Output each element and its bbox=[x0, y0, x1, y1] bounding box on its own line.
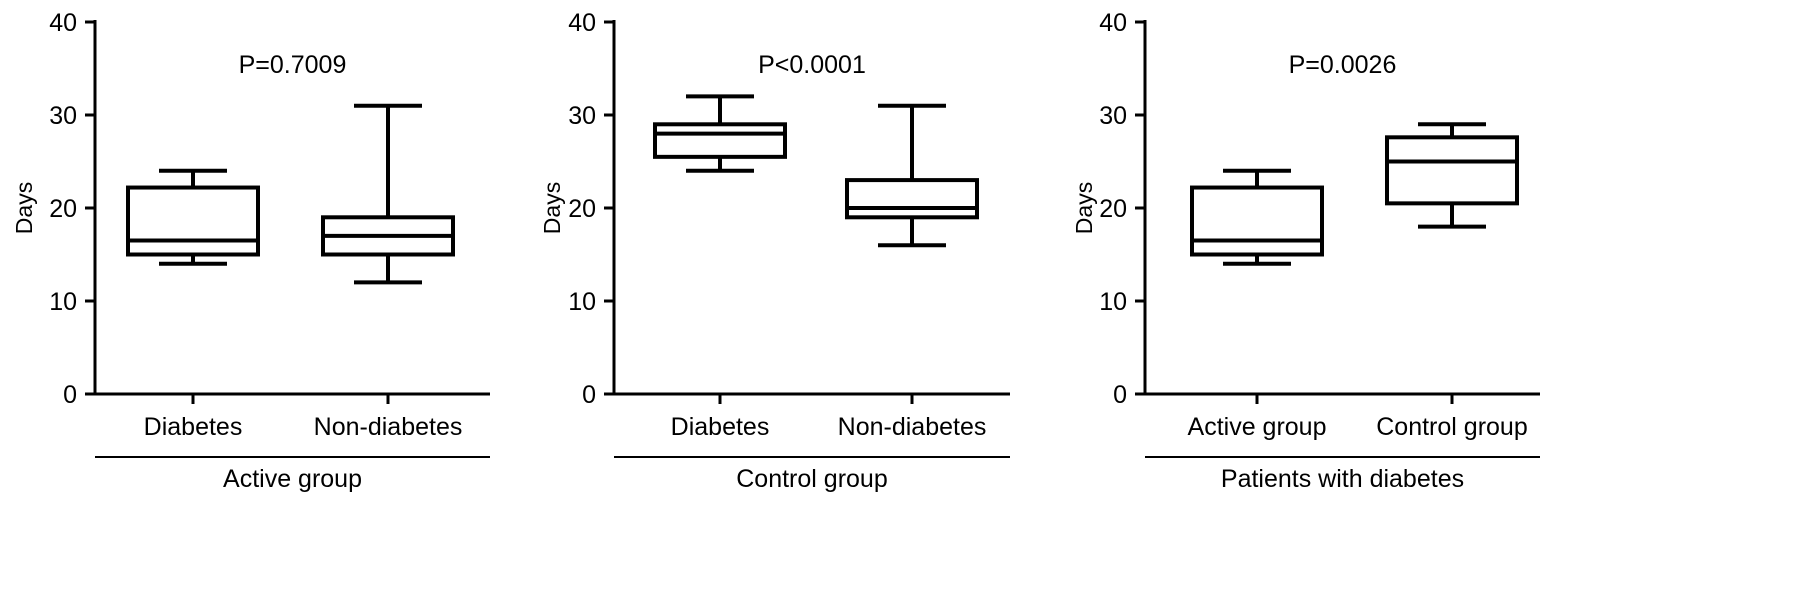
panel-3: 0 10 20 30 40 Days P=0.0026 Active group Control… bbox=[1071, 9, 1540, 493]
y-tick-label: 40 bbox=[49, 9, 77, 37]
y-axis-label: Days bbox=[11, 182, 37, 234]
box-2 bbox=[1385, 122, 1519, 229]
y-tick-label: 40 bbox=[1099, 9, 1127, 37]
y-tick-label: 10 bbox=[568, 288, 596, 316]
y-tick-label: 30 bbox=[49, 102, 77, 130]
group-label: Control group bbox=[736, 465, 887, 493]
iqr-box bbox=[845, 178, 979, 220]
y-tick-label: 10 bbox=[49, 288, 77, 316]
category-label: Non-diabetes bbox=[838, 413, 987, 441]
p-value-label: P=0.7009 bbox=[239, 51, 347, 79]
group-label: Active group bbox=[223, 465, 362, 493]
y-tick-label: 0 bbox=[1113, 381, 1127, 409]
y-tick-label: 20 bbox=[49, 195, 77, 223]
box-2 bbox=[321, 103, 455, 285]
y-tick-label: 0 bbox=[582, 381, 596, 409]
p-value-label: P<0.0001 bbox=[758, 51, 866, 79]
y-tick-label: 10 bbox=[1099, 288, 1127, 316]
y-tick-label: 30 bbox=[568, 102, 596, 130]
p-value-label: P=0.0026 bbox=[1289, 51, 1397, 79]
y-tick-label: 30 bbox=[1099, 102, 1127, 130]
y-tick-label: 20 bbox=[568, 195, 596, 223]
category-label: Diabetes bbox=[671, 413, 770, 441]
category-label: Diabetes bbox=[144, 413, 243, 441]
box-1 bbox=[1190, 168, 1324, 266]
panel-2: 0 10 20 30 40 Days P<0.0001 Diabetes Non-diabete… bbox=[539, 9, 1010, 493]
iqr-box bbox=[653, 122, 787, 159]
category-label: Active group bbox=[1188, 413, 1327, 441]
y-axis-label: Days bbox=[539, 182, 565, 234]
category-label: Non-diabetes bbox=[314, 413, 463, 441]
box-2 bbox=[845, 103, 979, 248]
category-label: Control group bbox=[1376, 413, 1527, 441]
box-1 bbox=[653, 94, 787, 173]
y-tick-label: 40 bbox=[568, 9, 596, 37]
y-axis-label: Days bbox=[1071, 182, 1097, 234]
iqr-box bbox=[1385, 135, 1519, 206]
y-tick-label: 0 bbox=[63, 381, 77, 409]
iqr-box bbox=[126, 185, 260, 257]
panel-1: 0 10 20 30 40 Days P=0.7009 Diabetes Non-diabete… bbox=[11, 9, 490, 493]
group-label: Patients with diabetes bbox=[1221, 465, 1464, 493]
box-1 bbox=[126, 168, 260, 266]
iqr-box bbox=[1190, 185, 1324, 257]
y-tick-label: 20 bbox=[1099, 195, 1127, 223]
